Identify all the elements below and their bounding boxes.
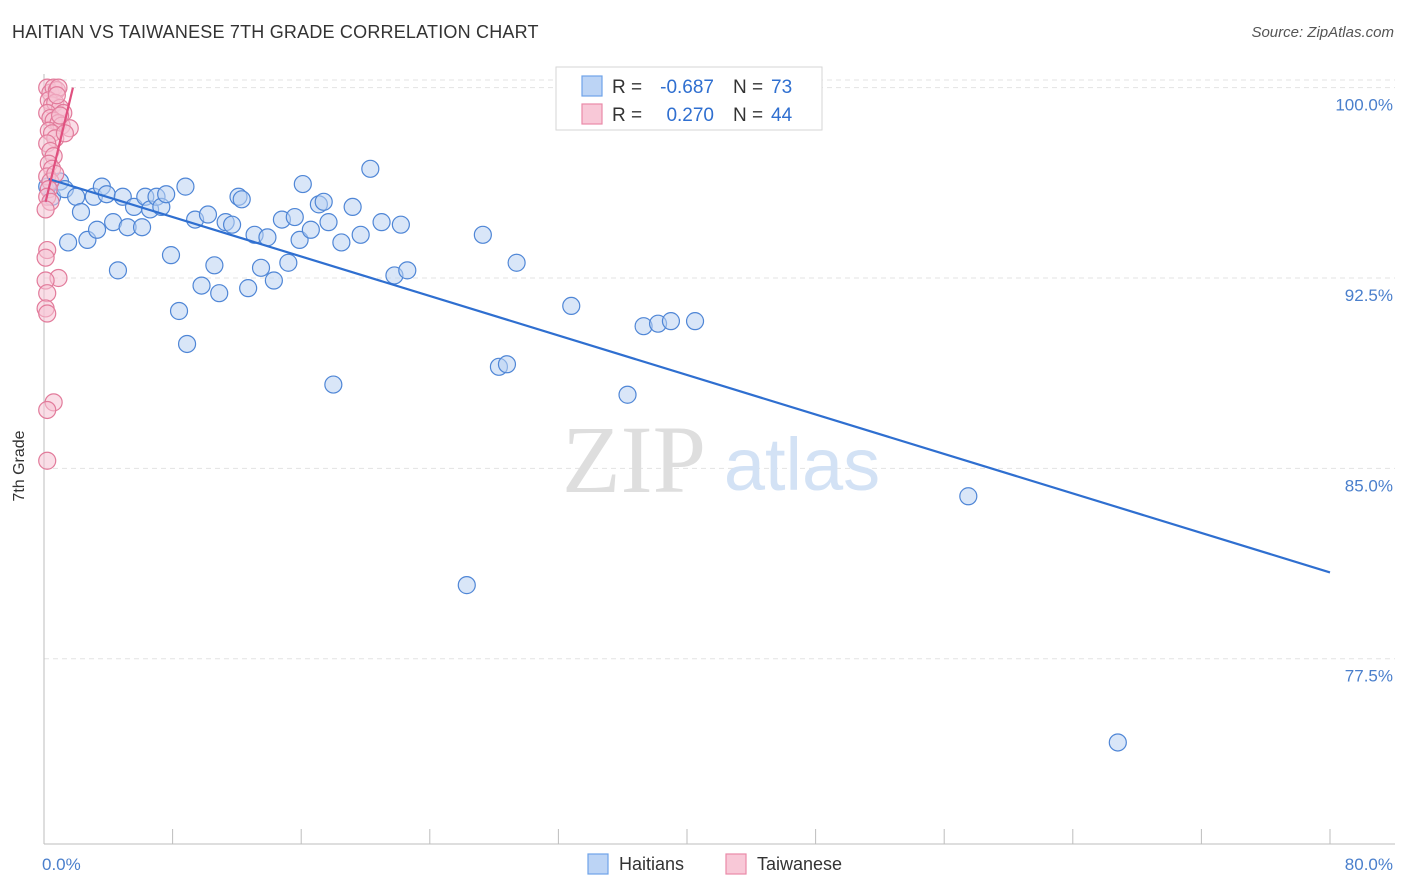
- point-haitians: [264, 271, 283, 290]
- legend-label-taiwanese: Taiwanese: [757, 854, 842, 874]
- point-haitians: [192, 276, 211, 295]
- point-haitians: [372, 213, 391, 232]
- point-taiwanese: [36, 200, 55, 219]
- point-haitians: [176, 177, 195, 196]
- stats-r-label-haitians: R =: [612, 77, 642, 98]
- point-haitians: [618, 385, 637, 404]
- point-haitians: [67, 187, 86, 206]
- stats-swatch-taiwanese: [581, 103, 603, 125]
- point-haitians: [87, 220, 107, 239]
- x-tick-label: 0.0%: [42, 855, 81, 874]
- point-haitians: [169, 301, 189, 321]
- point-haitians: [507, 253, 526, 272]
- point-haitians: [391, 215, 410, 234]
- point-haitians: [198, 205, 218, 224]
- stats-r-label-taiwanese: R =: [612, 105, 642, 126]
- point-haitians: [685, 312, 705, 331]
- chart-title: HAITIAN VS TAIWANESE 7TH GRADE CORRELATI…: [12, 22, 539, 42]
- y-tick-label: 100.0%: [1335, 96, 1393, 115]
- axes: 100.0% 92.5% 85.0% 77.5% 0.0% 80.0%: [42, 74, 1395, 874]
- point-haitians: [343, 197, 362, 217]
- point-taiwanese: [38, 284, 57, 303]
- stats-r-value-haitians: -0.687: [660, 77, 714, 98]
- gridlines: [44, 79, 1395, 660]
- point-haitians: [319, 213, 338, 232]
- point-haitians: [59, 233, 78, 252]
- point-haitians: [398, 261, 417, 280]
- point-haitians: [562, 296, 581, 316]
- point-taiwanese: [36, 248, 55, 267]
- point-haitians: [473, 225, 492, 244]
- y-tick-label: 77.5%: [1345, 667, 1393, 686]
- stats-n-value-haitians: 73: [771, 77, 792, 98]
- watermark-zip: ZIP: [562, 406, 706, 513]
- point-haitians: [239, 279, 258, 298]
- stats-box: R = -0.687 N = 73 R = 0.270 N = 44: [555, 66, 823, 131]
- legend-swatch-taiwanese: [725, 853, 747, 875]
- data-points: [36, 78, 1127, 752]
- stats-n-label-taiwanese: N =: [733, 105, 763, 126]
- stats-r-value-taiwanese: 0.270: [666, 105, 714, 126]
- point-haitians: [210, 284, 229, 303]
- point-taiwanese: [38, 304, 57, 323]
- point-haitians: [205, 256, 224, 275]
- legend-label-haitians: Haitians: [619, 854, 684, 874]
- point-haitians: [177, 334, 197, 354]
- point-haitians: [293, 174, 312, 194]
- stats-swatch-haitians: [581, 75, 603, 97]
- point-haitians: [161, 246, 181, 265]
- stats-n-label-haitians: N =: [733, 77, 763, 98]
- point-haitians: [661, 312, 681, 331]
- trend-line-taiwanese: [44, 87, 75, 203]
- point-taiwanese: [55, 124, 74, 143]
- point-haitians: [332, 233, 351, 252]
- point-haitians: [285, 207, 304, 227]
- point-haitians: [959, 487, 978, 506]
- point-taiwanese: [47, 86, 66, 105]
- legend: Haitians Taiwanese: [587, 853, 842, 875]
- point-haitians: [279, 253, 298, 272]
- point-haitians: [361, 159, 380, 178]
- source-credit: Source: ZipAtlas.com: [1251, 24, 1394, 41]
- point-haitians: [497, 355, 517, 374]
- point-haitians: [222, 215, 242, 234]
- point-taiwanese: [38, 451, 57, 470]
- point-haitians: [232, 190, 251, 209]
- point-haitians: [1108, 733, 1127, 752]
- point-taiwanese: [38, 400, 57, 420]
- trend-line-haitians: [48, 177, 1331, 574]
- stats-n-value-taiwanese: 44: [771, 105, 793, 126]
- point-haitians: [290, 230, 309, 250]
- trend-lines: [44, 87, 1331, 574]
- x-tick-label: 80.0%: [1345, 855, 1393, 874]
- point-haitians: [251, 258, 271, 277]
- point-haitians: [324, 375, 343, 394]
- point-haitians: [108, 261, 128, 280]
- point-haitians: [301, 220, 320, 239]
- y-tick-label: 85.0%: [1345, 476, 1393, 495]
- point-haitians: [132, 218, 152, 237]
- point-haitians: [457, 576, 476, 595]
- point-haitians: [351, 225, 370, 244]
- watermark: ZIP atlas: [562, 406, 880, 513]
- watermark-atlas: atlas: [724, 423, 880, 506]
- y-tick-label: 92.5%: [1345, 286, 1393, 305]
- point-haitians: [71, 202, 91, 222]
- point-haitians: [157, 185, 176, 204]
- point-haitians: [314, 192, 333, 211]
- legend-swatch-haitians: [587, 853, 609, 875]
